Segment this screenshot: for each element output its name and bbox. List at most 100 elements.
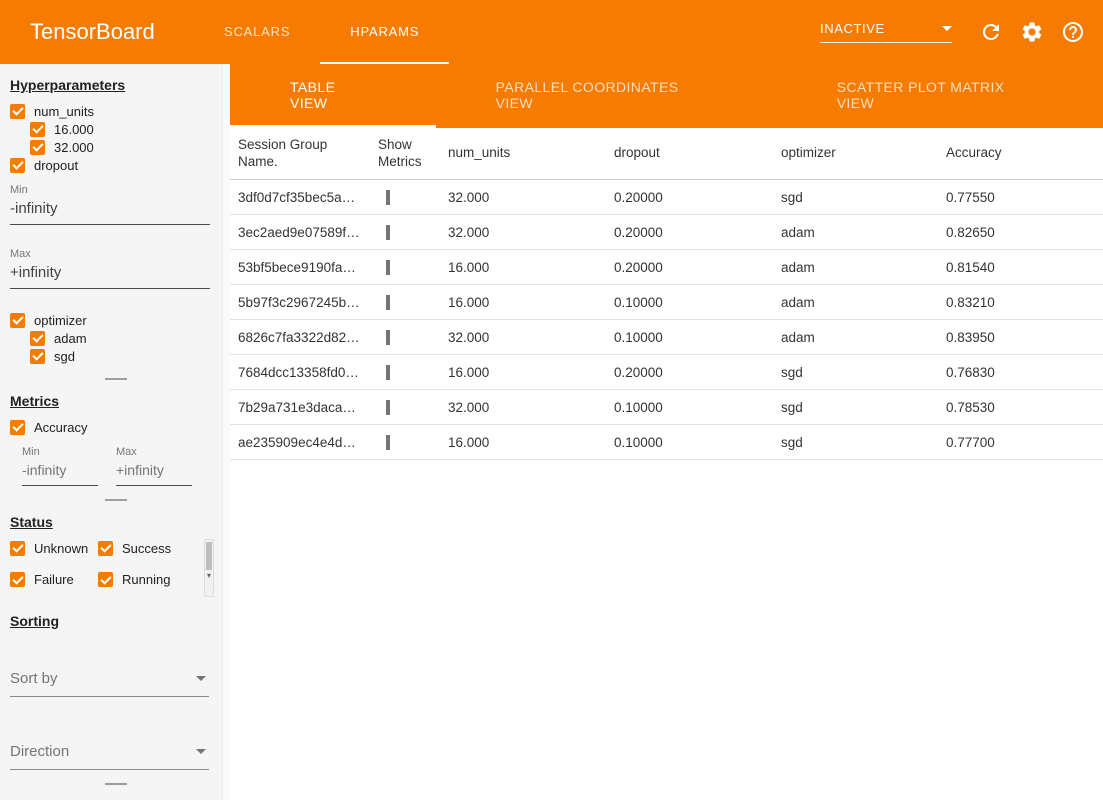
checkbox-dropout[interactable]: dropout (10, 156, 222, 174)
metrics-min-max: Min Max (22, 436, 222, 486)
checkbox-label: adam (54, 330, 87, 346)
tab-scatter-plot-matrix-view[interactable]: SCATTER PLOT MATRIX VIEW (836, 78, 1005, 111)
dropout-value: 0.10000 (614, 329, 663, 345)
session-group-name: 3ec2aed9e07589f… (238, 224, 360, 240)
refresh-icon[interactable] (979, 20, 1003, 44)
settings-gear-icon[interactable] (1020, 20, 1044, 44)
checkbox-num-units[interactable]: num_units (10, 102, 222, 120)
table-row: 7684dcc13358fd0… 16.000 0.20000 sgd 0.76… (230, 355, 1103, 390)
dropout-value: 0.10000 (614, 294, 663, 310)
status-scrollbar[interactable]: ▾ (204, 539, 214, 597)
gear-icon-glyph (1022, 22, 1042, 42)
checkbox-num-units-16[interactable]: 16.000 (30, 120, 222, 138)
section-resize-handle[interactable] (105, 783, 127, 785)
direction-value: Direction (10, 743, 70, 760)
section-resize-handle[interactable] (105, 378, 127, 380)
checkbox-optimizer-sgd[interactable]: sgd (30, 347, 222, 365)
optimizer-value: adam (781, 294, 815, 310)
checkbox-label: Running (122, 572, 171, 587)
session-group-name: 53bf5bece9190fa… (238, 259, 356, 275)
checked-checkbox-icon (10, 540, 25, 556)
column-header-accuracy[interactable]: Accuracy (946, 145, 1002, 161)
metrics-min-field: Min (22, 436, 98, 486)
table-row: 53bf5bece9190fa… 16.000 0.20000 adam 0.8… (230, 250, 1103, 285)
scroll-down-icon[interactable]: ▾ (206, 571, 211, 580)
column-header-show-metrics[interactable]: Show Metrics (378, 136, 422, 169)
scrollbar-thumb[interactable] (206, 542, 212, 570)
checkbox-label: Unknown (34, 540, 89, 556)
column-header-dropout[interactable]: dropout (614, 145, 660, 161)
checkbox-label: 16.000 (54, 121, 94, 137)
accuracy-value: 0.83210 (946, 294, 995, 310)
tab-hparams[interactable]: HPARAMS (320, 0, 450, 64)
checkbox-label: num_units (34, 103, 94, 119)
checkbox-status-running[interactable]: Running (98, 571, 198, 589)
unchecked-checkbox[interactable] (386, 364, 390, 380)
metrics-min-input[interactable] (22, 458, 98, 486)
unchecked-checkbox[interactable] (386, 189, 390, 205)
section-resize-handle[interactable] (105, 499, 127, 501)
accuracy-value: 0.76830 (946, 364, 995, 380)
checkbox-optimizer-adam[interactable]: adam (30, 329, 222, 347)
checked-checkbox-icon (98, 572, 113, 587)
checked-checkbox-icon (10, 157, 25, 173)
hparams-main: TABLE VIEW PARALLEL COORDINATES VIEW SCA… (230, 64, 1103, 800)
unchecked-checkbox[interactable] (386, 399, 390, 415)
chevron-down-icon (196, 749, 206, 754)
app-title: TensorBoard (30, 19, 155, 44)
session-group-name: 3df0d7cf35bec5a… (238, 189, 356, 205)
checked-checkbox-icon (30, 139, 45, 155)
checked-checkbox-icon (10, 103, 25, 119)
unchecked-checkbox[interactable] (386, 294, 390, 310)
checkbox-label: Accuracy (34, 419, 88, 435)
show-metrics-cell (370, 364, 440, 380)
unchecked-checkbox[interactable] (386, 434, 390, 450)
show-metrics-cell (370, 399, 440, 415)
checked-checkbox-icon (98, 540, 113, 556)
checkbox-label: 32.000 (54, 139, 94, 155)
column-header-session-group-name[interactable]: Session Group Name. (238, 136, 328, 169)
unchecked-checkbox[interactable] (386, 259, 390, 275)
tab-parallel-coordinates-view[interactable]: PARALLEL COORDINATES VIEW (495, 78, 679, 111)
checked-checkbox-icon (30, 330, 45, 346)
checkbox-num-units-32[interactable]: 32.000 (30, 138, 222, 156)
table-row: 6826c7fa3322d82… 32.000 0.10000 adam 0.8… (230, 320, 1103, 355)
optimizer-value: adam (781, 329, 815, 345)
status-options: Unknown Success Failure Running (10, 539, 198, 597)
checkbox-status-success[interactable]: Success (98, 539, 198, 557)
show-metrics-cell (370, 259, 440, 275)
dropout-min-input[interactable] (10, 196, 210, 225)
session-group-name: ae235909ec4e4d… (238, 434, 356, 450)
column-header-num-units[interactable]: num_units (448, 145, 511, 161)
reload-status-selector[interactable]: INACTIVE (820, 21, 952, 43)
table-row: 5b97f3c2967245b… 16.000 0.10000 adam 0.8… (230, 285, 1103, 320)
dropout-value: 0.20000 (614, 189, 663, 205)
num-units-value: 16.000 (448, 294, 490, 310)
dropout-max-input[interactable] (10, 260, 210, 289)
checkbox-status-unknown[interactable]: Unknown (10, 539, 98, 557)
tab-table-view[interactable]: TABLE VIEW (230, 64, 436, 128)
unchecked-checkbox[interactable] (386, 329, 390, 345)
num-units-value: 32.000 (448, 329, 490, 345)
direction-select[interactable]: Direction (10, 738, 209, 770)
session-group-name: 7684dcc13358fd0… (238, 364, 359, 380)
hyperparameters-heading: Hyperparameters (10, 77, 126, 93)
unchecked-checkbox[interactable] (386, 224, 390, 240)
column-header-optimizer[interactable]: optimizer (781, 145, 836, 161)
sidebar-scrollbar[interactable] (222, 64, 230, 800)
checked-checkbox-icon (10, 312, 25, 328)
tab-scalars[interactable]: SCALARS (224, 23, 291, 39)
checkbox-status-failure[interactable]: Failure (10, 571, 98, 589)
view-tabs: TABLE VIEW PARALLEL COORDINATES VIEW SCA… (230, 64, 1103, 128)
accuracy-value: 0.81540 (946, 259, 995, 275)
accuracy-value: 0.83950 (946, 329, 995, 345)
checkbox-optimizer[interactable]: optimizer (10, 311, 222, 329)
chevron-down-icon (942, 26, 952, 31)
checkbox-label: optimizer (34, 312, 87, 328)
checkbox-accuracy[interactable]: Accuracy (10, 418, 222, 436)
sort-by-select[interactable]: Sort by (10, 665, 209, 697)
metrics-max-input[interactable] (116, 458, 192, 486)
help-icon[interactable] (1061, 20, 1085, 44)
checked-checkbox-icon (30, 121, 45, 137)
